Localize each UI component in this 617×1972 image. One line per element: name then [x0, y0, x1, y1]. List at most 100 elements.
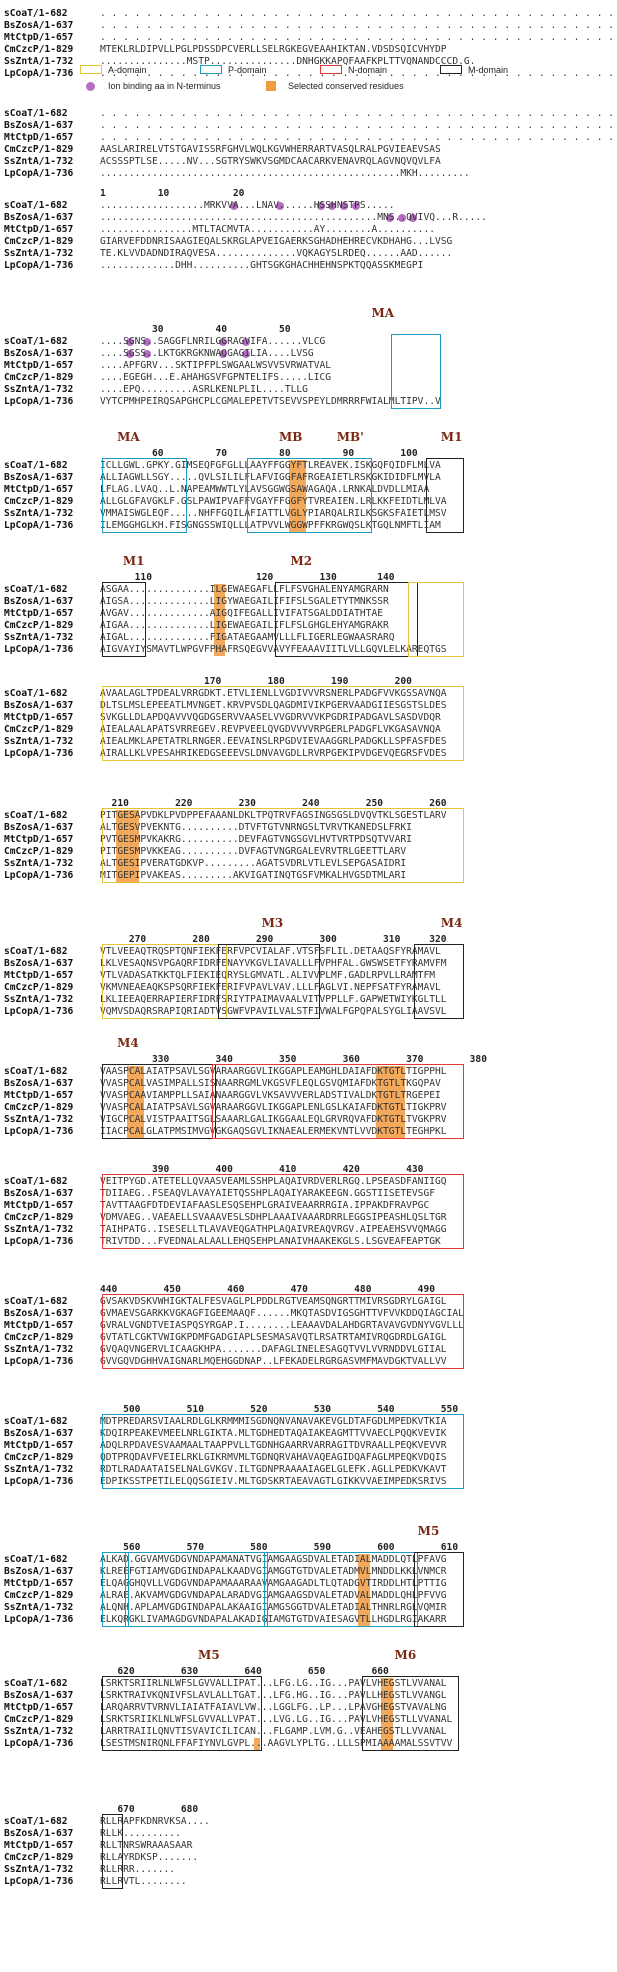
- alignment-row: sCoaT/1-682 LSRKTSRIIRLNLWFSLGVVALLIPAT..…: [4, 1678, 614, 1690]
- alignment-row: MtCtpD/1-657 VVASPCAAVIAMPPLLSAIANAARGGVL…: [4, 1090, 614, 1102]
- sequence-text: ICLLGWL.GPKY.GIMSEQFGFGLLLAAYFFGGYFTLREA…: [100, 460, 441, 471]
- sequence-text: QDTPRQDAVFVEIELRKLGIKRMVMLTGDNQRVAHAVAQE…: [100, 1452, 447, 1463]
- alignment-row: MtCtpD/1-657 PVTGESMPVKAKRG..........DEVF…: [4, 834, 614, 846]
- sequence-text: ....EPQ.........ASRLKENLPLIL....TLLG: [100, 384, 308, 395]
- alignment-row: BsZosA/1-637 . . . . . . . . . . . . . . …: [4, 120, 614, 132]
- alignment-row: SsZntA/1-732 ...............MSTP.........…: [4, 56, 614, 68]
- alignment-row: LpCopA/1-736 . . . . . . . . . . . . . . …: [4, 68, 614, 80]
- a-domain-box: [102, 808, 465, 883]
- sequence-text: AIGVAYIYSMAVTLWPGVFPHAFRSQEGVVAVYFEAAAVI…: [100, 644, 447, 655]
- position-ruler: 60 70 80 90 100: [100, 448, 418, 459]
- alignment-row: MtCtpD/1-657 SVKGLLDLAPDQAVVVQGDGSERVVAAS…: [4, 712, 614, 724]
- a-domain-box: [102, 686, 465, 761]
- alignment-row: MtCtpD/1-657 ................MTLTACMVTA..…: [4, 224, 614, 236]
- sequence-text: VVASPCALAIATPSAVLSGVARAARGGVLIKGGAPLENLG…: [100, 1102, 447, 1113]
- alignment-row: SsZntA/1-732 GVQAQVNGERVLICAAGKHPA.......…: [4, 1344, 614, 1356]
- sequence-text: ILEMGGHGLKH.FISGNGSSWIQLLLATPVVLWGGWPFFK…: [100, 520, 441, 531]
- alignment-row: LpCopA/1-736 GVVGQVDGHHVAIGNARLMQEHGGDNAP…: [4, 1356, 614, 1368]
- ion-binding-dot: [218, 338, 227, 346]
- sequence-name: CmCzcP/1-829: [4, 144, 74, 155]
- sequence-text: AIGAL..............FIGATAEGAAMVLLLFLIGER…: [100, 632, 395, 643]
- domain-label-m3: M3: [261, 916, 284, 930]
- conserved-residue-highlight: [375, 1066, 405, 1138]
- p-domain-box: [125, 1552, 268, 1627]
- ion-binding-dot: [143, 350, 152, 358]
- alignment-row: BsZosA/1-637 KDQIRPEAKEVMEELNRLGIKTA.MLTG…: [4, 1428, 614, 1440]
- sequence-text: SVKGLLDLAPDQAVVVQGDGSERVVAASELVVGDRVVVKP…: [100, 712, 441, 723]
- sequence-text: VEITPYGD.ATETELLQVAASVEAMLSSHPLAQAIVRDVE…: [100, 1176, 447, 1187]
- position-ruler: 670 680: [100, 1804, 199, 1815]
- sequence-text: ALRAE.AKVAMVGDGVNDAPALARADVGIAMGAAGSDVAL…: [100, 1590, 447, 1601]
- sequence-name: sCoaT/1-682: [4, 200, 68, 211]
- domain-label-mbprime: MB': [336, 430, 364, 444]
- alignment-row: MtCtpD/1-657 . . . . . . . . . . . . . . …: [4, 132, 614, 144]
- m-domain-box: [102, 1064, 216, 1139]
- position-ruler: 500 510 520 530 540 550: [100, 1404, 459, 1415]
- ion-binding-dot: [409, 214, 418, 222]
- sequence-name: sCoaT/1-682: [4, 460, 68, 471]
- sequence-name: sCoaT/1-682: [4, 1816, 68, 1827]
- sequence-name: SsZntA/1-732: [4, 994, 74, 1005]
- alignment-row: sCoaT/1-682 . . . . . . . . . . . . . . .…: [4, 8, 614, 20]
- sequence-text: .............DHH..........GHTSGKGHACHHEH…: [100, 260, 424, 271]
- sequence-name: BsZosA/1-637: [4, 1828, 74, 1839]
- position-ruler: 1 10 20: [100, 188, 245, 199]
- domain-label-m5: M5: [417, 1524, 440, 1538]
- sequence-name: CmCzcP/1-829: [4, 1590, 74, 1601]
- legend-a-swatch: [80, 65, 102, 74]
- sequence-name: MtCtpD/1-657: [4, 484, 74, 495]
- sequence-name: SsZntA/1-732: [4, 858, 74, 869]
- sequence-name: sCoaT/1-682: [4, 946, 68, 957]
- sequence-text: DLTSLMSLEPEEATLMVNGET.KRVPVSDLQAGDMIVIKP…: [100, 700, 447, 711]
- sequence-name: sCoaT/1-682: [4, 688, 68, 699]
- position-ruler: 30 40 50: [100, 324, 291, 335]
- sequence-text: RLLK..........: [100, 1828, 181, 1839]
- sequence-text: VTLVADASATKKTQLFIEKIEQRYSLGMVATL.ALIVVPL…: [100, 970, 436, 981]
- alignment-row: sCoaT/1-682 ICLLGWL.GPKY.GIMSEQFGFGLLLAAY…: [4, 460, 614, 472]
- ion-binding-dot: [126, 350, 135, 358]
- sequence-text: LKLVESAQNSVPGAQRFIDRFENAYVKGVLIAVALLLFVP…: [100, 958, 447, 969]
- alignment-row: sCoaT/1-682 PITGESAPVDKLPVDPPEFAAANLDKLTP…: [4, 810, 614, 822]
- alignment-row: MtCtpD/1-657 TAVTTAAGFDTDEVIAFAASLESQSEHP…: [4, 1200, 614, 1212]
- alignment-row: CmCzcP/1-829 GVTATLCGKTVWIGKPDMFGADGIAPLS…: [4, 1332, 614, 1344]
- sequence-text: ELQAGGHQVLLVGDGVNDAPAMAAARAAVAMGAAGADLTL…: [100, 1578, 447, 1589]
- position-ruler: 440 450 460 470 480 490: [100, 1284, 436, 1295]
- alignment-row: CmCzcP/1-829 ALRAE.AKVAMVGDGVNDAPALARADVG…: [4, 1590, 614, 1602]
- alignment-row: MtCtpD/1-657 VTLVADASATKKTQLFIEKIEQRYSLGM…: [4, 970, 614, 982]
- domain-label-m4: M4: [117, 1036, 139, 1050]
- sequence-text: VMMAISWGLEQF.....NHFFGQILAFIATTLVGLYPIAR…: [100, 508, 447, 519]
- alignment-row: MtCtpD/1-657 ELQAGGHQVLLVGDGVNDAPAMAAARAA…: [4, 1578, 614, 1590]
- alignment-row: BsZosA/1-637 ALTGESVPVEKNTG..........DTVF…: [4, 822, 614, 834]
- sequence-text: ....SGNS..SAGGFLNRILGGRAGVIFA......VLCG: [100, 336, 326, 347]
- ion-binding-dot: [386, 214, 395, 222]
- sequence-text: . . . . . . . . . . . . . . . . . . . . …: [100, 120, 615, 131]
- alignment-row: CmCzcP/1-829 QDTPRQDAVFVEIELRKLGIKRMVMLTG…: [4, 1452, 614, 1464]
- position-ruler: 560 570 580 590 600 610: [100, 1542, 459, 1553]
- sequence-name: BsZosA/1-637: [4, 1308, 74, 1319]
- sequence-name: CmCzcP/1-829: [4, 236, 74, 247]
- n-domain-box: [102, 1174, 465, 1249]
- sequence-text: PITGESAPVDKLPVDPPEFAAANLDKLTPQTRVFAGSING…: [100, 810, 447, 821]
- position-ruler: 330 340 350 360 370 380: [100, 1054, 487, 1065]
- sequence-text: LARQARRVTVRNVLIAIATFAIAVLVW...LGGLFG..LP…: [100, 1702, 447, 1713]
- sequence-text: RLLRVTL........: [100, 1876, 187, 1887]
- ion-binding-dot: [230, 202, 239, 210]
- p-domain-box: [102, 458, 187, 533]
- sequence-name: sCoaT/1-682: [4, 1176, 68, 1187]
- legend-ion-label: Ion binding aa in N-terminus: [108, 81, 221, 91]
- sequence-name: CmCzcP/1-829: [4, 1452, 74, 1463]
- alignment-row: SsZntA/1-732 VIGCPCALVISTPAAITSGLSAAARLGA…: [4, 1114, 614, 1126]
- sequence-text: TAIHPATG..ISESELLTLAVAVEQGATHPLAQAIVREAQ…: [100, 1224, 447, 1235]
- sequence-text: TAVTTAAGFDTDEVIAFAASLESQSEHPLGRAIVEAARRR…: [100, 1200, 430, 1211]
- alignment-row: sCoaT/1-682 ASGAA..............ILGEWAEGAF…: [4, 584, 614, 596]
- sequence-text: VAASPCALAIATPSAVLSGVARAARGGVLIKGGAPLEAMG…: [100, 1066, 447, 1077]
- sequence-name: LpCopA/1-736: [4, 260, 74, 271]
- sequence-name: LpCopA/1-736: [4, 644, 74, 655]
- legend-conserved-label: Selected conserved residues: [288, 81, 404, 91]
- domain-label-m4: M4: [440, 916, 463, 930]
- domain-label-m6: M6: [394, 1648, 417, 1662]
- sequence-text: MDTPREDARSVIAALRDLGLKRMMMISGDNQNVANAVAKE…: [100, 1416, 447, 1427]
- sequence-name: CmCzcP/1-829: [4, 1212, 74, 1223]
- alignment-row: sCoaT/1-682 ....SGNS..SAGGFLNRILGGRAGVIFA…: [4, 336, 614, 348]
